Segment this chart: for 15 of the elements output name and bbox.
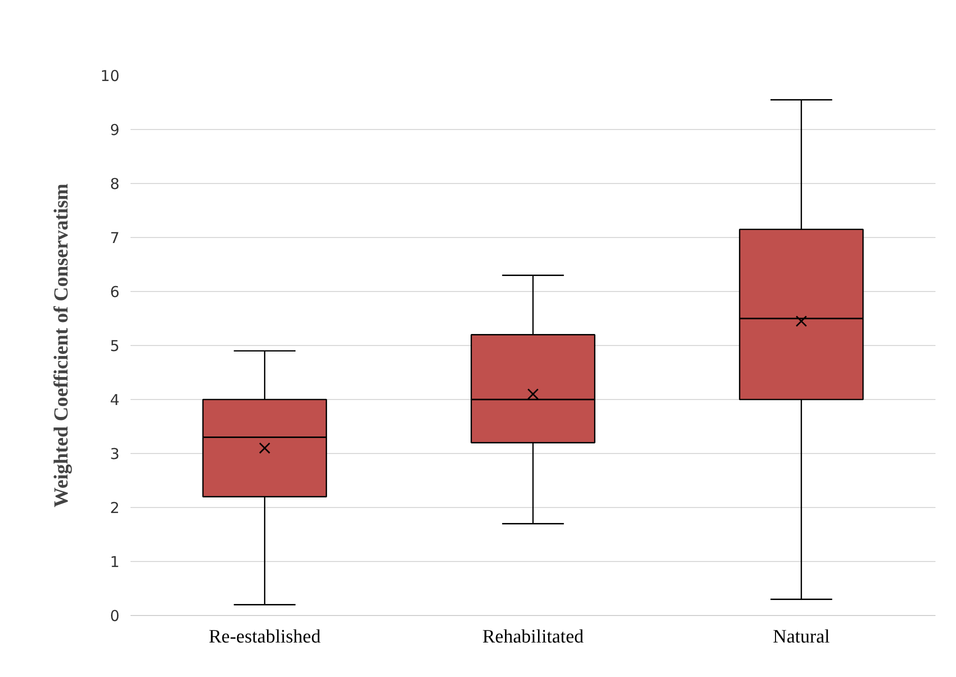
y-tick-label: 10	[100, 67, 120, 85]
y-tick-label: 2	[110, 499, 120, 517]
x-tick-label: Rehabilitated	[482, 626, 584, 648]
x-tick-label: Re-established	[208, 626, 322, 648]
y-tick-label: 5	[110, 337, 120, 355]
x-tick-label: Natural	[772, 626, 830, 648]
y-tick-label: 0	[110, 607, 120, 625]
y-tick-label: 4	[110, 391, 120, 409]
y-tick-label: 1	[110, 553, 120, 571]
y-axis-title: Weighted Coefficient of Conservatism	[50, 183, 72, 508]
y-tick-label: 9	[110, 121, 120, 139]
y-tick-label: 7	[110, 229, 120, 247]
y-tick-label: 8	[110, 175, 120, 193]
y-tick-label: 3	[110, 445, 120, 463]
y-tick-label: 6	[110, 283, 120, 301]
